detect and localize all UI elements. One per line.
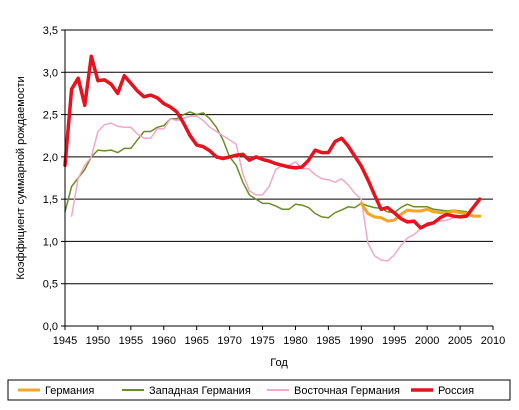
y-tick-label: 1,5 <box>43 194 58 206</box>
series-layer <box>63 54 482 262</box>
x-tick-label: 1990 <box>349 335 373 347</box>
series-line-2 <box>70 115 468 262</box>
series-line-3 <box>63 54 482 230</box>
legend: Германия Западная Германия Восточная Герма… <box>7 379 511 401</box>
y-tick-label: 0,0 <box>43 321 58 333</box>
y-tick-label: 3,0 <box>43 67 58 79</box>
x-tick-label: 1995 <box>382 335 406 347</box>
x-tick-label: 2005 <box>448 335 472 347</box>
series-line-0 <box>359 201 482 223</box>
legend-label: Восточная Германия <box>294 385 400 397</box>
x-tick-labels: 1945 1950 1955 1960 1965 1970 1975 1980 1985 1990… <box>53 326 505 347</box>
legend-box <box>7 379 511 401</box>
x-tick-label: 1965 <box>184 335 208 347</box>
x-tick-label: 1975 <box>250 335 274 347</box>
legend-label: Западная Германия <box>149 385 251 397</box>
y-tick-label: 2,5 <box>43 110 58 122</box>
x-tick-label: 1985 <box>316 335 340 347</box>
x-tick-label: 1980 <box>283 335 307 347</box>
y-tick-labels: 0,0 0,5 1,0 1,5 2,0 2,5 3,0 3,5 <box>43 25 65 333</box>
gridlines <box>65 29 493 285</box>
legend-label: Россия <box>438 385 474 397</box>
x-tick-label: 1950 <box>86 335 110 347</box>
y-tick-label: 0,5 <box>43 279 58 291</box>
x-tick-label: 1970 <box>217 335 241 347</box>
x-axis-title: Год <box>270 357 288 369</box>
x-tick-label: 1945 <box>53 335 77 347</box>
x-tick-label: 2000 <box>415 335 439 347</box>
y-tick-label: 3,5 <box>43 25 58 37</box>
y-tick-label: 1,0 <box>43 236 58 248</box>
series-line-1 <box>64 111 468 219</box>
x-tick-label: 1955 <box>119 335 143 347</box>
x-tick-label: 1960 <box>152 335 176 347</box>
x-tick-label: 2010 <box>481 335 505 347</box>
y-axis-title: Коэффициент суммарной рождаемости <box>15 76 27 279</box>
y-tick-label: 2,0 <box>43 152 58 164</box>
legend-label: Германия <box>45 385 94 397</box>
